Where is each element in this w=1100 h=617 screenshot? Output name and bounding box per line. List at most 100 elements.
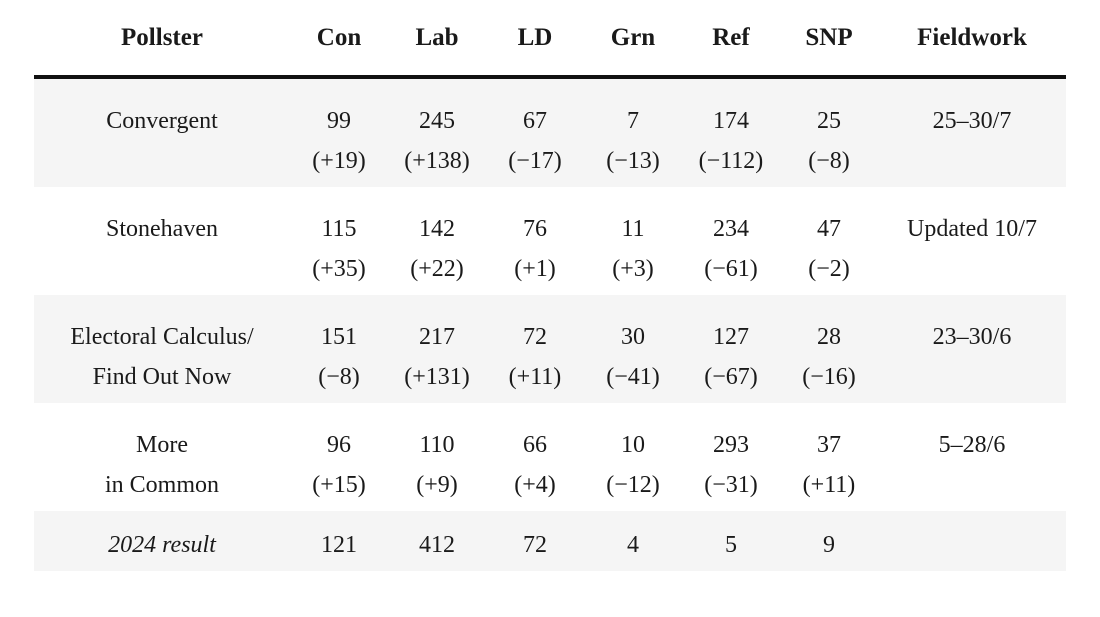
ld-cell: 76 (+1) <box>486 187 584 295</box>
table-header: Pollster Con Lab LD Grn Ref SNP Fieldwor… <box>34 0 1066 79</box>
seat-count: 47 <box>817 216 841 242</box>
seat-count: 245 <box>419 108 455 134</box>
seat-count: 25 <box>817 108 841 134</box>
header-ld: LD <box>486 0 584 79</box>
table-row: More in Common 96 (+15) 110 (+9) 66 (+4) 10… <box>34 403 1066 511</box>
seat-count: 11 <box>621 216 645 242</box>
seat-change: (+1) <box>514 256 556 282</box>
header-pollster: Pollster <box>34 0 290 79</box>
seat-count: 142 <box>419 216 455 242</box>
result-con: 121 <box>290 511 388 571</box>
seat-change: (−112) <box>698 148 764 174</box>
header-row: Pollster Con Lab LD Grn Ref SNP Fieldwor… <box>34 0 1066 79</box>
pollster-name-line2: in Common <box>104 472 219 498</box>
con-cell: 115 (+35) <box>290 187 388 295</box>
grn-cell: 30 (−41) <box>584 295 682 403</box>
seat-change: (−2) <box>808 256 850 282</box>
seat-count: 37 <box>817 432 841 458</box>
pollster-cell: Stonehaven <box>34 187 290 295</box>
seat-change: (+9) <box>416 472 458 498</box>
seat-change: (+138) <box>404 148 470 174</box>
seat-count: 110 <box>419 432 455 458</box>
seat-change: (+19) <box>312 148 366 174</box>
grn-cell: 7 (−13) <box>584 77 682 187</box>
result-ref: 5 <box>682 511 780 571</box>
result-grn: 4 <box>584 511 682 571</box>
ref-cell: 174 (−112) <box>682 77 780 187</box>
header-con: Con <box>290 0 388 79</box>
table-row: Stonehaven 115 (+35) 142 (+22) 76 (+1) 11 (+… <box>34 187 1066 295</box>
pollster-name: More <box>136 432 188 458</box>
seat-count: 30 <box>621 324 645 350</box>
pollster-cell: Electoral Calculus/ Find Out Now <box>34 295 290 403</box>
seat-count: 28 <box>817 324 841 350</box>
lab-cell: 142 (+22) <box>388 187 486 295</box>
pollster-name: Stonehaven <box>106 216 218 242</box>
ld-cell: 72 (+11) <box>486 295 584 403</box>
seat-count: 174 <box>713 108 749 134</box>
pollster-name: Electoral Calculus/ <box>70 324 254 350</box>
ld-cell: 66 (+4) <box>486 403 584 511</box>
seat-count: 7 <box>627 108 639 134</box>
lab-cell: 217 (+131) <box>388 295 486 403</box>
seat-change: (+4) <box>514 472 556 498</box>
seat-count: 99 <box>327 108 351 134</box>
pollster-cell: More in Common <box>34 403 290 511</box>
seat-count: 66 <box>523 432 547 458</box>
snp-cell: 47 (−2) <box>780 187 878 295</box>
seat-change: (−13) <box>606 148 660 174</box>
grn-cell: 10 (−12) <box>584 403 682 511</box>
seat-change: (+22) <box>410 256 464 282</box>
seat-change: (−17) <box>508 148 562 174</box>
con-cell: 151 (−8) <box>290 295 388 403</box>
header-ref: Ref <box>682 0 780 79</box>
seat-change: (+35) <box>312 256 366 282</box>
seat-change: (−31) <box>704 472 758 498</box>
result-label: 2024 result <box>34 511 290 571</box>
pollster-name: Convergent <box>106 108 218 134</box>
con-cell: 96 (+15) <box>290 403 388 511</box>
fieldwork-cell: 23–30/6 <box>878 295 1066 403</box>
seat-change: (+15) <box>312 472 366 498</box>
result-lab: 412 <box>388 511 486 571</box>
con-cell: 99 (+19) <box>290 77 388 187</box>
seat-count: 67 <box>523 108 547 134</box>
ld-cell: 67 (−17) <box>486 77 584 187</box>
snp-cell: 28 (−16) <box>780 295 878 403</box>
snp-cell: 25 (−8) <box>780 77 878 187</box>
result-ld: 72 <box>486 511 584 571</box>
seat-count: 72 <box>523 324 547 350</box>
seat-change: (+3) <box>612 256 654 282</box>
seat-count: 217 <box>419 324 455 350</box>
seat-change: (−16) <box>802 364 856 390</box>
seat-count: 76 <box>523 216 547 242</box>
lab-cell: 245 (+138) <box>388 77 486 187</box>
table-row: Convergent 99 (+19) 245 (+138) 67 (−17) 7 (−… <box>34 77 1066 187</box>
ref-cell: 234 (−61) <box>682 187 780 295</box>
seat-projection-table: Pollster Con Lab LD Grn Ref SNP Fieldwor… <box>34 0 1066 571</box>
seat-count: 234 <box>713 216 749 242</box>
header-snp: SNP <box>780 0 878 79</box>
seat-change: (+11) <box>508 364 562 390</box>
fieldwork-cell: Updated 10/7 <box>878 187 1066 295</box>
ref-cell: 127 (−67) <box>682 295 780 403</box>
seat-count: 96 <box>327 432 351 458</box>
snp-cell: 37 (+11) <box>780 403 878 511</box>
seat-count: 151 <box>321 324 357 350</box>
seat-change: (−8) <box>318 364 360 390</box>
table-body: Convergent 99 (+19) 245 (+138) 67 (−17) 7 (−… <box>34 77 1066 571</box>
header-lab: Lab <box>388 0 486 79</box>
poll-table-container: Pollster Con Lab LD Grn Ref SNP Fieldwor… <box>34 0 1066 571</box>
grn-cell: 11 (+3) <box>584 187 682 295</box>
seat-count: 127 <box>713 324 749 350</box>
fieldwork-cell: 25–30/7 <box>878 77 1066 187</box>
header-grn: Grn <box>584 0 682 79</box>
seat-change: (−67) <box>704 364 758 390</box>
pollster-name-line2: Find Out Now <box>92 364 232 390</box>
result-fieldwork <box>878 511 1066 571</box>
lab-cell: 110 (+9) <box>388 403 486 511</box>
seat-change: (+11) <box>802 472 856 498</box>
result-row: 2024 result 121 412 72 4 5 9 <box>34 511 1066 571</box>
pollster-cell: Convergent <box>34 77 290 187</box>
seat-change: (+131) <box>404 364 470 390</box>
